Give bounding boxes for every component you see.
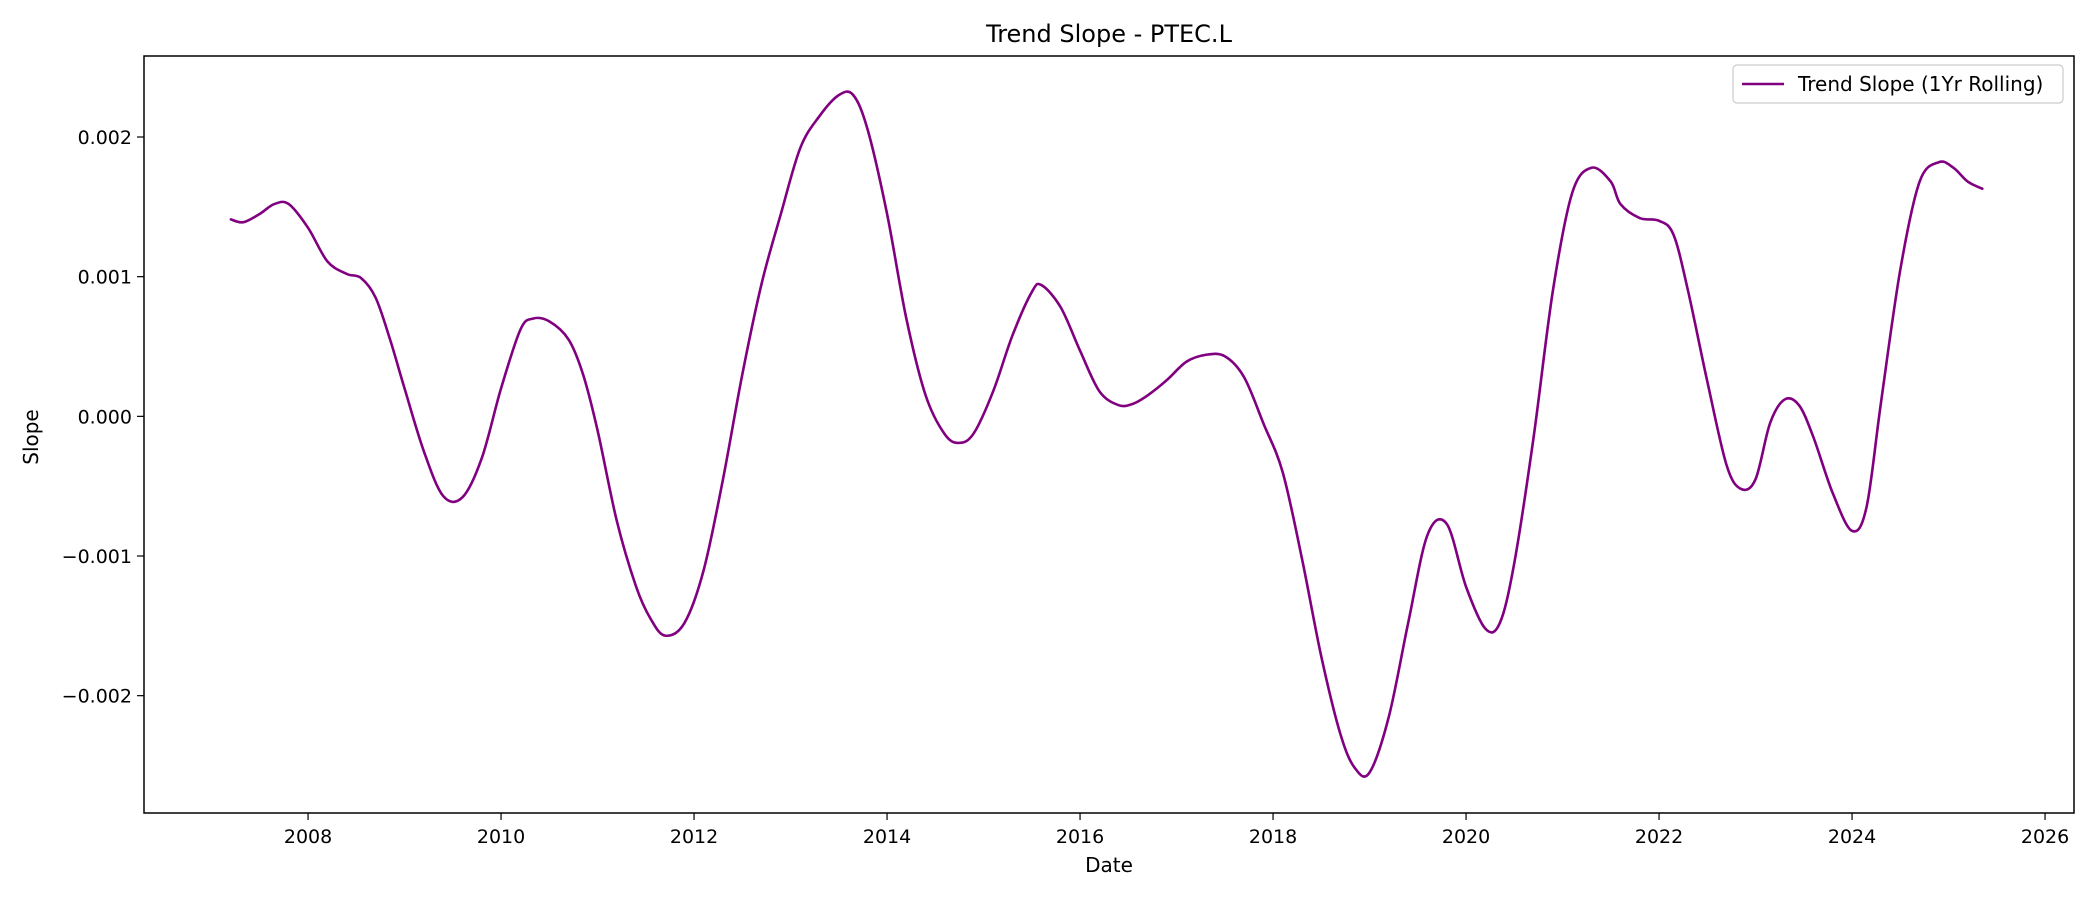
y-axis: −0.002 −0.001 0.000 0.001 0.002	[62, 127, 144, 708]
y-tick-label: 0.002	[78, 127, 132, 149]
plot-area	[143, 55, 2075, 814]
y-tick-label: −0.002	[62, 686, 132, 708]
plot-frame	[143, 55, 2075, 814]
x-tick-label: 2016	[1056, 826, 1104, 848]
x-tick-label: 2010	[477, 826, 525, 848]
x-tick-label: 2018	[1249, 826, 1297, 848]
legend-box	[1732, 64, 2064, 104]
y-axis-label: Slope	[19, 409, 43, 465]
x-tick-label: 2014	[863, 826, 911, 848]
legend: Trend Slope (1Yr Rolling)	[1732, 64, 2064, 104]
x-axis: 2008 2010 2012 2014 2016 2018 2020 2022 2024 2026	[284, 813, 2069, 848]
x-tick-label: 2008	[284, 826, 332, 848]
y-tick-label: −0.001	[62, 546, 132, 568]
y-tick-label: 0.000	[78, 406, 132, 428]
x-tick-label: 2024	[1828, 826, 1876, 848]
x-tick-label: 2022	[1635, 826, 1683, 848]
x-tick-label: 2012	[670, 826, 718, 848]
chart-title: Trend Slope - PTEC.L	[985, 20, 1233, 48]
series-line-trend-slope	[229, 90, 1984, 778]
x-tick-label: 2026	[2021, 826, 2069, 848]
y-tick-label: 0.001	[78, 267, 132, 289]
series-layer	[229, 90, 1984, 778]
x-tick-label: 2020	[1442, 826, 1490, 848]
x-axis-label: Date	[1085, 853, 1133, 877]
legend-entry-trend-slope: Trend Slope (1Yr Rolling)	[1797, 72, 2043, 96]
